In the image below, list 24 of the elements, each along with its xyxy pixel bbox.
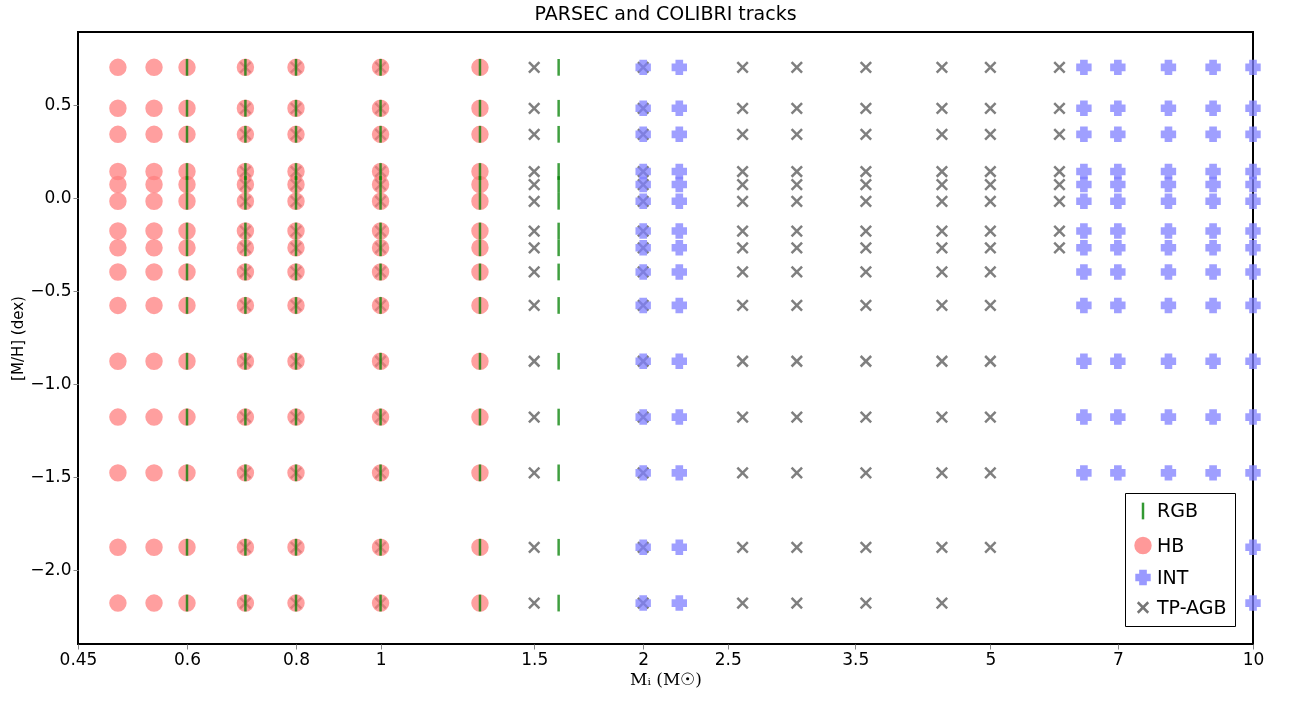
x-tick-label: 0.45 [59,648,98,669]
y-tick-label: −1.0 [30,373,72,394]
x-tick-label: 1 [375,648,387,669]
chart-title: PARSEC and COLIBRI tracks [534,2,797,24]
y-tick-label: −0.5 [30,280,72,301]
y-tick-label: 0.5 [44,94,72,115]
x-tick-label: 0.8 [282,648,311,669]
x-axis-title: Mᵢ (M☉) [630,668,702,689]
legend-label: RGB [1157,499,1198,521]
x-tick-label: 7 [1112,648,1124,669]
y-tick-label: 0.0 [44,187,72,208]
y-tick-label: −2.0 [30,559,72,580]
x-tick-label: 2.5 [714,648,742,669]
x-tick-label: 1.5 [521,648,549,669]
x-tick-label: 0.6 [173,648,202,669]
y-tick-label: −1.5 [30,466,72,487]
legend-label: INT [1157,565,1189,588]
legend-label: HB [1157,533,1185,556]
y-axis-title: [M/H] (dex) [9,296,28,381]
x-tick-label: 3.5 [842,648,870,669]
x-tick-label: 10 [1242,648,1265,669]
x-tick-label: 5 [985,648,997,669]
x-tick-label: 2 [638,648,650,669]
legend-label: TP-AGB [1156,595,1227,618]
